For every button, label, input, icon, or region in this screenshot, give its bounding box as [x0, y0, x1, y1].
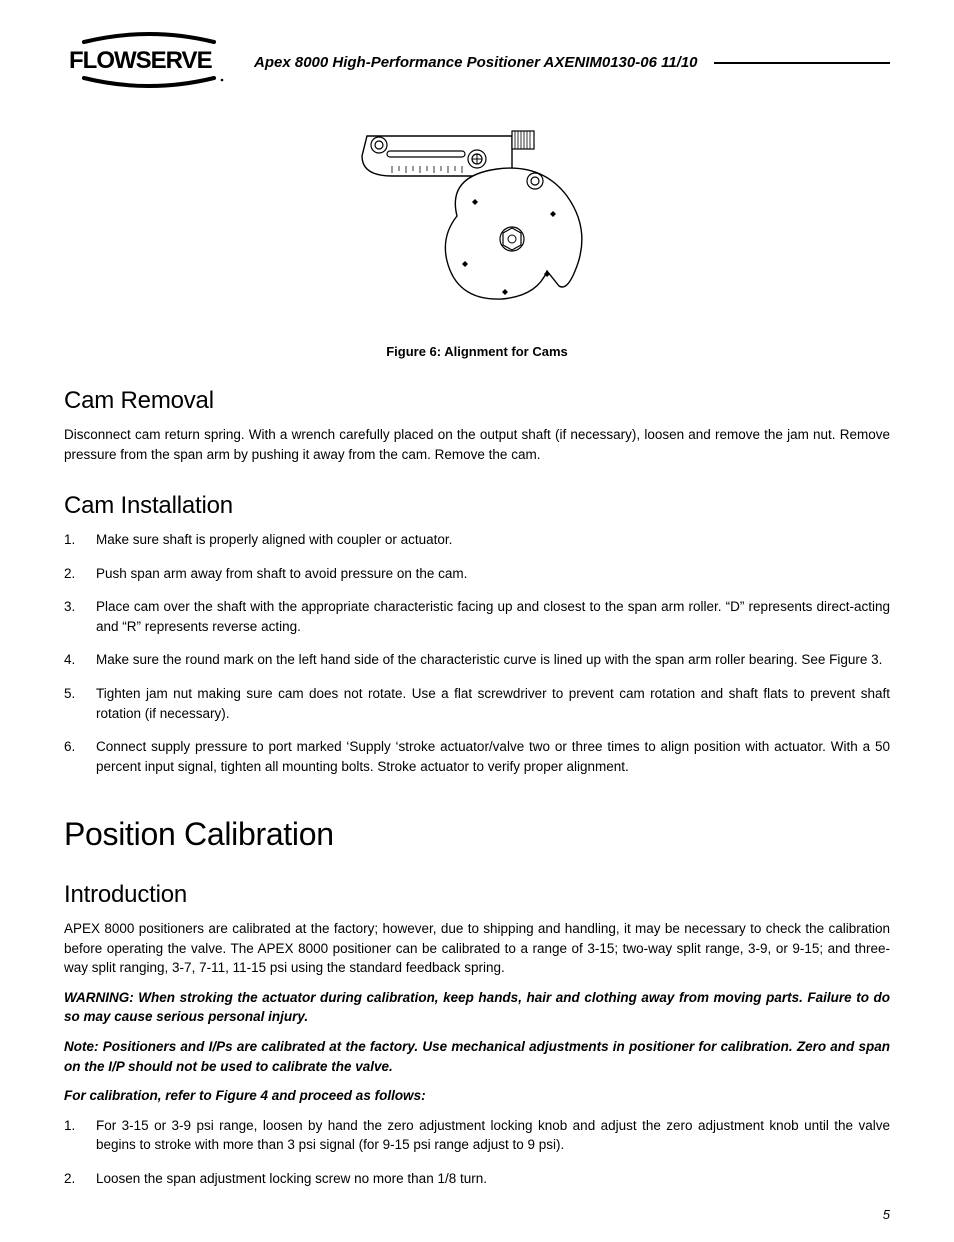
- list-item: Push span arm away from shaft to avoid p…: [64, 564, 890, 584]
- note-text: Note: Positioners and I/Ps are calibrate…: [64, 1037, 890, 1076]
- intro-body: APEX 8000 positioners are calibrated at …: [64, 919, 890, 978]
- svg-text:FLOWSERVE: FLOWSERVE: [69, 47, 213, 74]
- figure-6: Figure 6: Alignment for Cams: [64, 121, 890, 359]
- cam-removal-body: Disconnect cam return spring. With a wre…: [64, 425, 890, 464]
- heading-introduction: Introduction: [64, 881, 890, 909]
- flowserve-logo: FLOWSERVE: [64, 32, 234, 93]
- list-item: Connect supply pressure to port marked ‘…: [64, 737, 890, 776]
- list-item: Make sure the round mark on the left han…: [64, 650, 890, 670]
- calibration-ref-text: For calibration, refer to Figure 4 and p…: [64, 1088, 426, 1103]
- list-item: Tighten jam nut making sure cam does not…: [64, 684, 890, 723]
- warning-text: WARNING: When stroking the actuator duri…: [64, 988, 890, 1027]
- figure-caption: Figure 6: Alignment for Cams: [64, 344, 890, 359]
- header-rule: [714, 62, 890, 64]
- heading-position-calibration: Position Calibration: [64, 816, 890, 853]
- document-page: FLOWSERVE Apex 8000 High-Performance Pos…: [0, 0, 954, 1242]
- doc-title: Apex 8000 High-Performance Positioner AX…: [254, 54, 698, 71]
- alignment-cams-diagram: [337, 121, 617, 331]
- list-item: Loosen the span adjustment locking screw…: [64, 1169, 890, 1189]
- cam-installation-list: Make sure shaft is properly aligned with…: [64, 530, 890, 776]
- page-number: 5: [883, 1207, 890, 1222]
- header-title-wrap: Apex 8000 High-Performance Positioner AX…: [254, 54, 890, 71]
- list-item: Place cam over the shaft with the approp…: [64, 597, 890, 636]
- calibration-ref: For calibration, refer to Figure 4 and p…: [64, 1086, 890, 1106]
- page-header: FLOWSERVE Apex 8000 High-Performance Pos…: [64, 32, 890, 93]
- heading-cam-removal: Cam Removal: [64, 387, 890, 415]
- list-item: For 3-15 or 3-9 psi range, loosen by han…: [64, 1116, 890, 1155]
- heading-cam-installation: Cam Installation: [64, 492, 890, 520]
- calibration-list: For 3-15 or 3-9 psi range, loosen by han…: [64, 1116, 890, 1189]
- list-item: Make sure shaft is properly aligned with…: [64, 530, 890, 550]
